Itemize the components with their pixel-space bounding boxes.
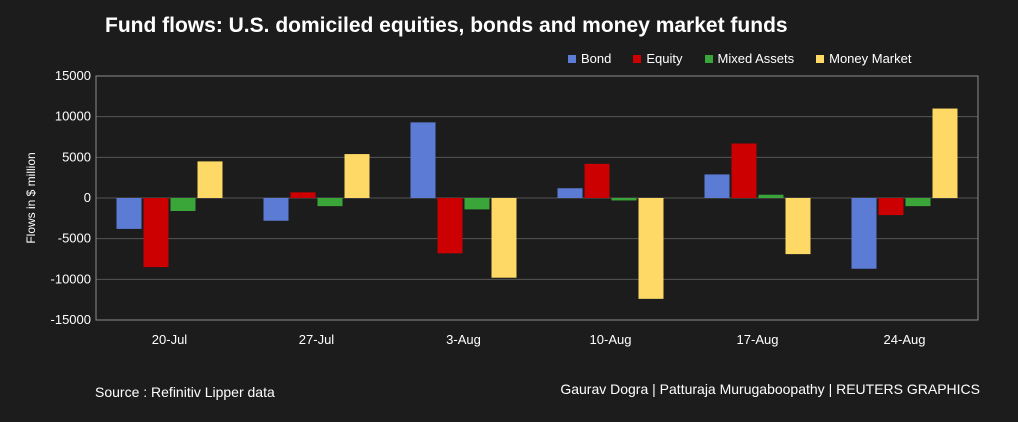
y-tick-label: 5000 bbox=[62, 149, 91, 164]
bar-bond bbox=[704, 174, 730, 198]
bar-mixed-assets bbox=[317, 198, 343, 207]
bar-mixed-assets bbox=[905, 198, 931, 207]
bar-equity bbox=[878, 198, 904, 216]
legend-label-bond: Bond bbox=[581, 51, 612, 66]
x-tick-label: 27-Jul bbox=[299, 332, 335, 347]
bar-equity bbox=[437, 198, 463, 254]
legend: Bond Equity Mixed Assets Money Market bbox=[568, 51, 911, 66]
bar-money-market bbox=[932, 108, 958, 198]
legend-item-mixed-assets: Mixed Assets bbox=[704, 51, 795, 66]
y-tick-label: 15000 bbox=[55, 68, 91, 83]
x-tick-label: 10-Aug bbox=[590, 332, 632, 347]
bar-money-market bbox=[638, 198, 664, 299]
legend-item-money-market: Money Market bbox=[816, 51, 911, 66]
x-tick-label: 3-Aug bbox=[446, 332, 481, 347]
source-note: Source : Refinitiv Lipper data bbox=[95, 384, 275, 400]
bar-bond bbox=[263, 198, 289, 221]
credit-note: Gaurav Dogra | Patturaja Murugaboopathy … bbox=[560, 381, 980, 397]
x-tick-label: 24-Aug bbox=[884, 332, 926, 347]
legend-item-equity: Equity bbox=[633, 51, 683, 66]
bar-bond bbox=[116, 198, 142, 229]
bar-mixed-assets bbox=[464, 198, 490, 210]
x-tick-label: 17-Aug bbox=[737, 332, 779, 347]
bar-bond bbox=[851, 198, 877, 269]
bar-equity bbox=[584, 163, 610, 198]
bar-equity bbox=[290, 192, 316, 198]
y-tick-label: 0 bbox=[84, 190, 91, 205]
legend-label-mixed-assets: Mixed Assets bbox=[717, 51, 795, 66]
bar-equity bbox=[731, 143, 757, 198]
legend-swatch-money-market bbox=[816, 54, 825, 63]
bar-mixed-assets bbox=[611, 198, 637, 201]
x-tick-label: 20-Jul bbox=[152, 332, 188, 347]
bar-money-market bbox=[491, 198, 517, 278]
legend-swatch-equity bbox=[633, 54, 642, 63]
bar-bond bbox=[410, 122, 436, 198]
bar-equity bbox=[143, 198, 169, 268]
chart-title: Fund flows: U.S. domiciled equities, bon… bbox=[105, 14, 788, 37]
legend-item-bond: Bond bbox=[568, 51, 611, 66]
bar-money-market bbox=[197, 161, 223, 198]
y-tick-label: -5000 bbox=[58, 231, 91, 246]
y-tick-label: 10000 bbox=[55, 109, 91, 124]
bar-mixed-assets bbox=[170, 198, 196, 212]
bar-money-market bbox=[344, 154, 370, 198]
bar-money-market bbox=[785, 198, 811, 255]
y-tick-label: -10000 bbox=[51, 271, 91, 286]
plot-border bbox=[95, 75, 979, 321]
bar-bond bbox=[557, 188, 583, 198]
y-tick-label: -15000 bbox=[51, 312, 91, 327]
bar-mixed-assets bbox=[758, 194, 784, 198]
legend-label-equity: Equity bbox=[646, 51, 683, 66]
legend-label-money-market: Money Market bbox=[829, 51, 912, 66]
legend-swatch-mixed-assets bbox=[704, 54, 713, 63]
legend-swatch-bond bbox=[568, 54, 576, 63]
